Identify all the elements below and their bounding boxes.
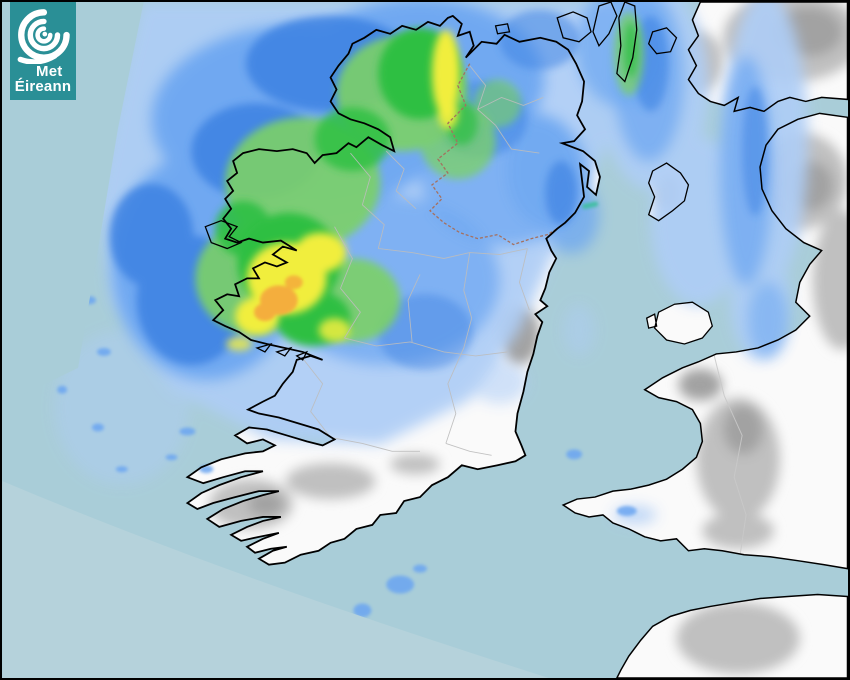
county-border-line	[495, 125, 540, 154]
terrain-blob	[723, 404, 763, 455]
county-border-line	[334, 226, 361, 339]
rain-cell	[165, 454, 178, 461]
rain-cell	[431, 29, 460, 118]
rain-cell	[179, 427, 196, 436]
swirl-arc-middle	[27, 18, 61, 52]
rain-cell	[115, 466, 128, 473]
rain-cell	[623, 21, 638, 78]
radar-range-edge-northwest	[2, 2, 144, 405]
terrain-blob	[676, 602, 800, 675]
rain-cell	[748, 282, 788, 358]
rain-cell	[545, 161, 578, 225]
county-border-line	[300, 355, 331, 438]
county-border-line	[469, 65, 496, 126]
rain-cell-sleet	[582, 201, 599, 210]
swirl-center-dot	[42, 31, 48, 37]
rain-cell	[437, 97, 458, 130]
rain-cell	[109, 183, 194, 288]
county-border-line	[445, 347, 465, 444]
rain-cell	[91, 423, 104, 432]
rain-cell	[377, 294, 473, 370]
logo-text-line2: Éireann	[14, 78, 72, 96]
radar-range-boundary-arc	[2, 481, 549, 678]
rain-cell	[226, 337, 253, 351]
rain-cell	[294, 232, 347, 273]
swirl-tail	[17, 53, 58, 64]
county-borders	[300, 65, 544, 456]
logo-text-line1: Met	[36, 63, 63, 80]
rain-cell	[563, 304, 595, 356]
terrain-blob	[678, 368, 723, 401]
county-border-line	[463, 252, 473, 349]
county-border-line	[350, 152, 385, 249]
county-border-line	[518, 248, 530, 311]
county-border-line	[407, 274, 421, 343]
rain-cell	[318, 318, 351, 342]
terrain-blob	[702, 512, 774, 549]
rain-cell	[353, 603, 372, 618]
county-border-line	[378, 248, 528, 259]
county-border-line	[477, 96, 544, 110]
rain-cell	[96, 347, 111, 356]
rain-cell	[284, 275, 303, 290]
county-border-line	[330, 436, 421, 452]
rain-cell	[471, 359, 528, 404]
northern-ireland-border	[429, 63, 558, 246]
rain-cell	[413, 564, 427, 573]
county-border-line	[385, 150, 417, 210]
terrain-blob	[248, 492, 284, 516]
rain-cell	[386, 575, 415, 594]
county-border-line	[344, 337, 508, 357]
terrain-blob	[812, 210, 848, 350]
swirl-arc-inner	[35, 26, 53, 44]
rain-cell	[57, 385, 68, 394]
rain-cell	[616, 506, 637, 516]
logo-text: Met Éireann	[10, 64, 76, 95]
rain-cell	[254, 303, 276, 322]
rain-cell	[499, 9, 580, 70]
rain-cell	[473, 79, 522, 128]
terrain-blob	[390, 454, 440, 475]
rain-layer-extreme	[254, 275, 303, 322]
rain-cell	[566, 449, 583, 460]
swirl-arc-outer	[18, 9, 70, 61]
terrain-blob	[285, 463, 376, 500]
logo-swirl-icon	[17, 9, 70, 64]
rain-cell	[314, 107, 391, 171]
met-eireann-logo: Met Éireann	[10, 2, 76, 100]
rain-cell	[215, 200, 271, 257]
wales-border	[713, 355, 747, 555]
county-border-line	[445, 442, 492, 456]
rain-cell	[54, 330, 190, 486]
